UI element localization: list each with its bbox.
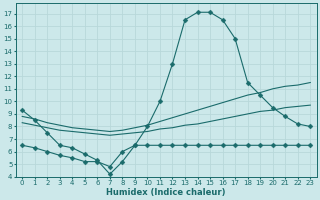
X-axis label: Humidex (Indice chaleur): Humidex (Indice chaleur) [107, 188, 226, 197]
